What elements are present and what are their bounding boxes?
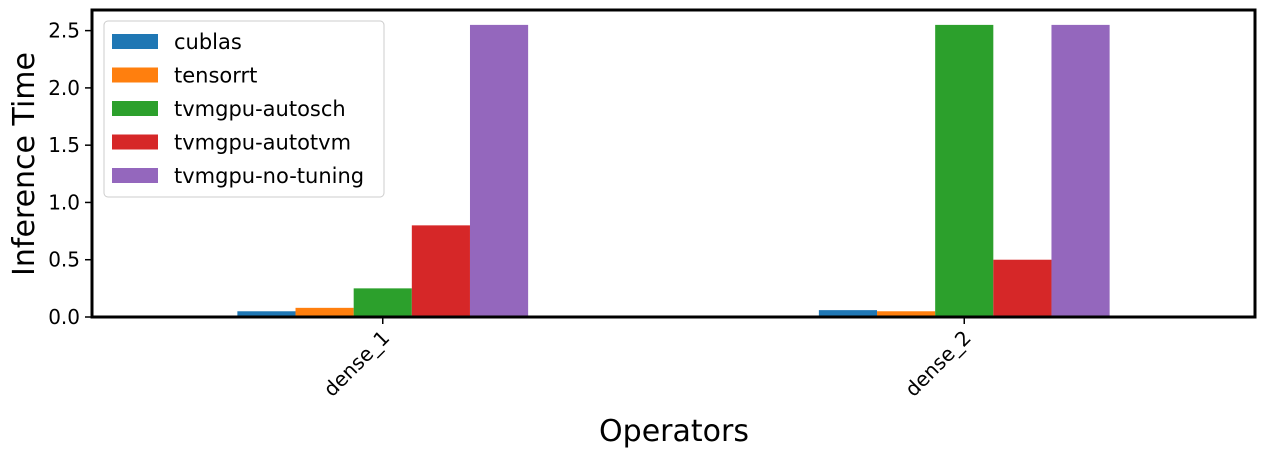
bar-tensorrt-dense_1 bbox=[295, 307, 354, 317]
bar-cublas-dense_1 bbox=[237, 311, 296, 317]
legend-label: tvmgpu-autotvm bbox=[174, 131, 351, 155]
x-axis-title: Operators bbox=[599, 414, 749, 449]
legend: cublas tensorrt tvmgpu-autosch tvmgpu-autot… bbox=[103, 20, 385, 198]
legend-label: tvmgpu-no-tuning bbox=[174, 164, 364, 188]
legend-label: tvmgpu-autosch bbox=[174, 97, 346, 121]
legend-label: cublas bbox=[174, 30, 242, 54]
bar-tvmgpu-autotvm-dense_2 bbox=[993, 259, 1052, 317]
y-tick-label: 1.5 bbox=[48, 133, 80, 157]
bar-tensorrt-dense_2 bbox=[877, 311, 936, 317]
y-tick-label: 2.5 bbox=[48, 19, 80, 43]
y-tick-label: 0.0 bbox=[48, 305, 80, 329]
legend-label: tensorrt bbox=[174, 64, 257, 88]
bars bbox=[237, 24, 1110, 317]
legend-swatch bbox=[112, 67, 158, 83]
legend-swatch bbox=[112, 168, 158, 183]
bar-tvmgpu-autotvm-dense_1 bbox=[411, 225, 470, 317]
legend-box bbox=[103, 20, 385, 198]
y-tick-label: 2.0 bbox=[48, 76, 80, 100]
bar-tvmgpu-no-tuning-dense_1 bbox=[469, 24, 529, 317]
y-axis: 0.0 0.5 1.0 1.5 2.0 2.5 bbox=[48, 19, 92, 329]
legend-swatch bbox=[112, 134, 158, 150]
legend-swatch bbox=[112, 101, 158, 116]
legend-swatch bbox=[112, 34, 158, 49]
bar-tvmgpu-no-tuning-dense_2 bbox=[1051, 24, 1110, 317]
x-tick-label: dense_1 bbox=[319, 326, 395, 402]
y-axis-title: Inference Time bbox=[7, 52, 42, 276]
x-axis: dense_1 dense_2 bbox=[319, 317, 976, 401]
plot-frame bbox=[90, 8, 1257, 319]
y-tick-label: 0.5 bbox=[48, 248, 80, 272]
y-tick-label: 1.0 bbox=[48, 190, 80, 214]
x-tick-label: dense_2 bbox=[900, 326, 976, 402]
bar-tvmgpu-autosch-dense_2 bbox=[935, 24, 994, 317]
bar-cublas-dense_2 bbox=[818, 310, 878, 317]
bar-tvmgpu-autosch-dense_1 bbox=[353, 288, 412, 317]
